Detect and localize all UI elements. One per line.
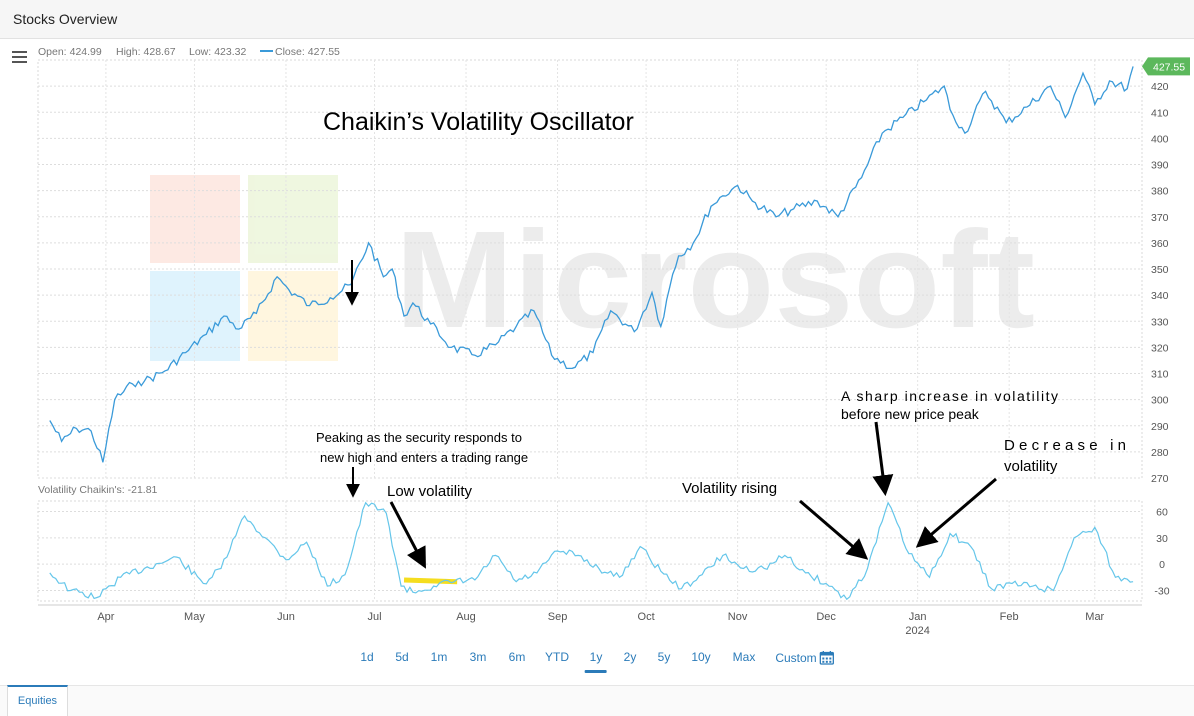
x-tick-year-label: 2024 — [905, 625, 929, 637]
price-series-line — [49, 66, 1134, 463]
close-label: Close: — [275, 46, 305, 58]
range-1y-button[interactable]: 1y — [585, 650, 607, 673]
x-tick-label: Nov — [728, 611, 748, 623]
range-custom-button[interactable]: Custom — [775, 650, 835, 665]
range-5y-button[interactable]: 5y — [657, 650, 671, 664]
price-y-tick-label: 420 — [1151, 81, 1169, 93]
open-label: Open: — [38, 46, 67, 58]
price-y-tick-label: 270 — [1151, 473, 1169, 485]
bottom-tab-bar: Equities — [0, 685, 1194, 716]
range-selector: 1d 5d 1m 3m 6m YTD 1y 2y 5y 10y Max Cust… — [0, 650, 1194, 674]
price-y-tick-label: 380 — [1151, 186, 1169, 198]
last-price-badge: 427.55 — [1142, 57, 1190, 76]
svg-text:Low:423.32: Low: 423.32 — [189, 46, 246, 58]
x-tick-label: Apr — [97, 611, 114, 623]
range-3m-button[interactable]: 3m — [469, 650, 487, 664]
x-tick-label: Oct — [638, 611, 655, 623]
high-value: 428.67 — [144, 46, 176, 58]
low-label: Low: — [189, 46, 211, 58]
decrease-volatility-arrow — [915, 477, 997, 548]
x-tick-label: Jun — [277, 611, 295, 623]
price-y-tick-label: 400 — [1151, 133, 1169, 145]
close-value: 427.55 — [308, 46, 340, 58]
stock-chart[interactable]: Microsoft Open: 424.99 High: 428.67 Low: 42… — [0, 39, 1194, 644]
annotation-decrease-line2: volatility — [1004, 458, 1058, 475]
chart-annotation-title: Chaikin’s Volatility Oscillator — [323, 108, 634, 136]
x-tick-label: Aug — [456, 611, 476, 623]
oscillator-y-tick-label: -30 — [1154, 585, 1169, 597]
sharp-increase-arrow — [872, 421, 894, 497]
open-value: 424.99 — [70, 46, 102, 58]
volatility-rising-arrow — [799, 499, 869, 560]
oscillator-y-tick-label: 0 — [1159, 559, 1165, 571]
logo-square-green — [248, 175, 338, 263]
microsoft-watermark — [150, 175, 338, 361]
price-y-tick-label: 340 — [1151, 290, 1169, 302]
annotation-low-volatility: Low volatility — [387, 483, 473, 500]
annotation-peak-line2: new high and enters a trading range — [320, 450, 528, 465]
range-1m-button[interactable]: 1m — [430, 650, 448, 664]
range-ytd-button[interactable]: YTD — [545, 650, 569, 664]
calendar-icon — [820, 651, 835, 665]
logo-square-red — [150, 175, 240, 263]
price-grid — [37, 59, 1143, 479]
x-tick-label: Mar — [1085, 611, 1104, 623]
price-y-tick-label: 350 — [1151, 264, 1169, 276]
svg-text:Close:427.55: Close: 427.55 — [275, 46, 340, 58]
menu-icon[interactable] — [12, 51, 27, 63]
low-volatility-arrow — [389, 501, 426, 569]
low-value: 423.32 — [214, 46, 246, 58]
oscillator-y-tick-label: 60 — [1156, 507, 1168, 519]
price-y-tick-label: 410 — [1151, 107, 1169, 119]
price-y-tick-label: 280 — [1151, 447, 1169, 459]
svg-text:Open:424.99: Open: 424.99 — [38, 46, 102, 58]
range-6m-button[interactable]: 6m — [508, 650, 526, 664]
price-y-tick-label: 300 — [1151, 395, 1169, 407]
price-y-tick-label: 310 — [1151, 369, 1169, 381]
oscillator-grid — [37, 500, 1143, 602]
window-title-bar: Stocks Overview — [0, 0, 1194, 39]
range-2y-button[interactable]: 2y — [623, 650, 637, 664]
x-tick-label: May — [184, 611, 205, 623]
svg-text:High:428.67: High: 428.67 — [116, 46, 176, 58]
high-label: High: — [116, 46, 141, 58]
oscillator-plot-frame — [37, 500, 1143, 602]
microsoft-wordmark: Microsoft — [395, 203, 1035, 357]
x-axis: Apr May Jun Jul Aug Sep Oct Nov Dec Jan 2024 Feb Mar — [97, 611, 1104, 637]
x-tick-label: Dec — [816, 611, 836, 623]
range-5d-button[interactable]: 5d — [395, 650, 409, 664]
range-custom-label: Custom — [775, 651, 817, 665]
price-y-tick-label: 290 — [1151, 421, 1169, 433]
price-y-tick-label: 370 — [1151, 212, 1169, 224]
range-1d-button[interactable]: 1d — [360, 650, 374, 664]
oscillator-y-tick-label: 30 — [1156, 533, 1168, 545]
tab-equities[interactable]: Equities — [7, 685, 68, 716]
oscillator-series-line — [49, 501, 1134, 601]
price-y-tick-label: 330 — [1151, 316, 1169, 328]
window-title: Stocks Overview — [13, 11, 118, 27]
price-y-axis: 270 280 290 300 310 320 330 340 350 360 370 380 390 4… — [1151, 81, 1169, 485]
oscillator-label: Volatility Chaikin's: -21.81 — [38, 484, 158, 496]
price-y-tick-label: 390 — [1151, 160, 1169, 172]
ohlc-header: Open: 424.99 High: 428.67 Low: 423.32 Close… — [38, 46, 340, 58]
logo-square-yellow — [248, 271, 338, 361]
annotation-sharp-line2: before new price peak — [841, 406, 980, 422]
x-tick-label: Jan — [909, 611, 927, 623]
annotation-sharp-line1: A sharp increase in volatility — [841, 388, 1058, 404]
range-10y-button[interactable]: 10y — [691, 650, 711, 664]
last-price-badge-text: 427.55 — [1153, 61, 1185, 73]
x-tick-label: Sep — [548, 611, 568, 623]
price-y-tick-label: 320 — [1151, 342, 1169, 354]
annotation-decrease-line1: Decrease in — [1004, 437, 1126, 454]
range-max-button[interactable]: Max — [732, 650, 756, 664]
annotation-peak-line1: Peaking as the security responds to — [316, 430, 522, 445]
x-tick-label: Jul — [367, 611, 381, 623]
price-y-tick-label: 360 — [1151, 238, 1169, 250]
oscillator-y-axis: -30 0 30 60 — [1154, 507, 1169, 598]
x-tick-label: Feb — [1000, 611, 1019, 623]
annotation-volatility-rising: Volatility rising — [682, 480, 777, 497]
